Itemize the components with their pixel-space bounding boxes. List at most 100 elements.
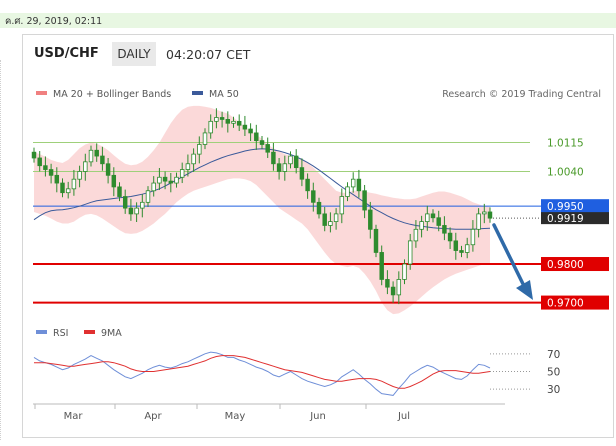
candle-body — [282, 163, 288, 172]
candle-body — [236, 120, 242, 126]
candle-body — [379, 252, 384, 280]
candle-body — [373, 228, 379, 253]
pivot-price-tag — [541, 199, 609, 214]
x-tick-label: Jul — [397, 411, 410, 422]
candle-body — [339, 196, 345, 215]
candle-body — [83, 161, 88, 172]
candle-body — [202, 132, 208, 145]
rsi-chart-layer: 70 50 30 — [33, 349, 560, 396]
candle-body — [197, 144, 202, 155]
candle-body — [31, 151, 37, 159]
candle-body — [311, 190, 316, 203]
candle-body — [43, 165, 48, 170]
candle-body — [151, 182, 156, 192]
rsi-tick-label: 70 — [547, 349, 560, 361]
candle-body — [271, 151, 276, 165]
candle-body — [60, 182, 65, 194]
last-price-tag — [541, 212, 609, 225]
candle-body — [128, 207, 134, 215]
candle-body — [305, 178, 310, 192]
rsi-tick-label: 50 — [547, 367, 560, 379]
candle-body — [168, 180, 174, 184]
candle-body — [476, 213, 481, 230]
resistance-level-label: 1.0040 — [547, 166, 584, 178]
candle-body — [100, 155, 105, 165]
candle-body — [208, 120, 213, 134]
candle-body — [459, 250, 464, 253]
candle-body — [48, 169, 54, 176]
candle-body — [54, 174, 60, 184]
candle-body — [288, 155, 293, 165]
candle-body — [413, 228, 419, 242]
candle-body — [105, 163, 111, 176]
candle-body — [362, 190, 367, 211]
x-tick-label: Mar — [64, 411, 84, 422]
candle-body — [425, 213, 430, 223]
candle-body — [214, 117, 219, 122]
candle-body — [157, 176, 162, 184]
pivot-level-label: 0.9950 — [547, 201, 584, 213]
candle-body — [162, 176, 168, 182]
candle-body — [111, 174, 117, 188]
research-credit: Research © 2019 Trading Central — [442, 89, 601, 100]
rsi-ma-line — [34, 355, 491, 389]
date-bar: ค.ศ. 29, 2019, 02:11 — [0, 13, 616, 28]
x-axis: Mar Apr May Jun Jul — [34, 404, 410, 422]
candle-body — [140, 201, 145, 209]
rsi-legend-swatch — [36, 330, 47, 334]
ma9-legend-label: 9MA — [101, 328, 122, 339]
rsi-tick-label: 30 — [547, 384, 560, 396]
candle-body — [219, 117, 225, 120]
symbol-label: USD/CHF — [34, 46, 99, 61]
candle-body — [145, 190, 151, 203]
candle-body — [37, 157, 42, 167]
support-price-tag — [541, 295, 609, 310]
rsi-line — [33, 351, 491, 396]
timeframe-button[interactable]: DAILY — [112, 42, 156, 66]
candle-body — [453, 240, 459, 251]
support-level-label: 0.9700 — [547, 298, 584, 310]
candle-body — [185, 163, 191, 170]
x-tick-label: Apr — [144, 411, 162, 422]
candle-body — [94, 149, 99, 157]
support-price-tag — [541, 257, 609, 272]
candle-body — [174, 176, 179, 184]
legend-ma20-label: MA 20 + Bollinger Bands — [53, 89, 171, 100]
candle-body — [231, 120, 236, 124]
candle-body — [122, 196, 128, 209]
date-stamp: ค.ศ. 29, 2019, 02:11 — [5, 16, 103, 27]
candle-body — [88, 149, 94, 163]
candle-body — [299, 167, 305, 180]
legend-ma50-label: MA 50 — [209, 89, 239, 100]
candle-body — [328, 221, 333, 226]
candle-body — [293, 155, 299, 169]
candle-body — [242, 124, 248, 130]
bollinger-band — [34, 105, 490, 315]
legend-ma20-swatch — [36, 91, 47, 95]
candle-body — [77, 171, 82, 180]
ma9-legend-swatch — [84, 330, 95, 334]
time-label: 04:20:07 CET — [166, 47, 251, 62]
candle-body — [225, 119, 231, 124]
support-level-label: 0.9800 — [547, 259, 584, 271]
candle-body — [71, 178, 77, 190]
forecast-arrow — [492, 223, 533, 300]
x-tick-label: May — [225, 411, 246, 422]
left-border — [0, 60, 1, 440]
candle-body — [447, 232, 453, 242]
candle-body — [407, 240, 413, 265]
candle-body — [487, 211, 493, 219]
candle-body — [419, 221, 424, 230]
candle-body — [464, 244, 470, 253]
resistance-level-label: 1.0115 — [547, 138, 584, 150]
candle-body — [333, 213, 339, 223]
candle-body — [396, 279, 402, 296]
candle-body — [436, 217, 441, 226]
candle-body — [356, 178, 362, 192]
candle-body — [248, 128, 253, 134]
candle-body — [430, 213, 436, 219]
candle-body — [350, 178, 356, 188]
candle-body — [117, 186, 122, 197]
candle-body — [259, 140, 265, 145]
candle-body — [276, 163, 282, 172]
